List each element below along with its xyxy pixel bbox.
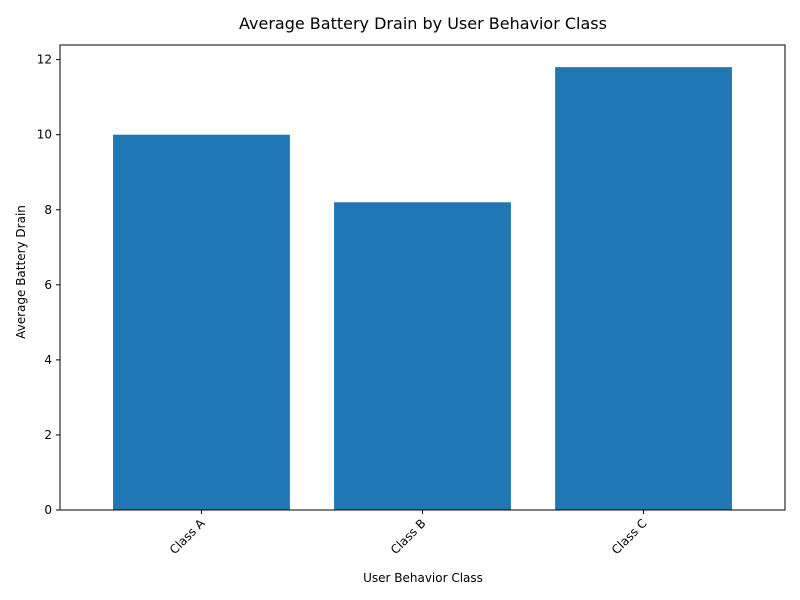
y-axis-ticks: 0 2 4 6 8 10 12 <box>37 53 60 517</box>
y-axis-label: Average Battery Drain <box>14 205 28 339</box>
y-tick-label: 4 <box>44 353 52 367</box>
y-tick-label: 12 <box>37 53 52 67</box>
y-tick-label: 8 <box>44 203 52 217</box>
bar-class-c <box>555 67 732 511</box>
bars-group <box>113 67 732 511</box>
bar-class-b <box>334 202 511 510</box>
chart-title: Average Battery Drain by User Behavior C… <box>239 14 607 33</box>
y-tick-label: 6 <box>44 278 52 292</box>
y-tick-label: 0 <box>44 503 52 517</box>
y-tick-label: 10 <box>37 128 52 142</box>
x-axis-label: User Behavior Class <box>363 571 483 585</box>
y-tick-label: 2 <box>44 428 52 442</box>
bar-class-a <box>113 134 290 511</box>
plot-frame <box>59 44 786 511</box>
